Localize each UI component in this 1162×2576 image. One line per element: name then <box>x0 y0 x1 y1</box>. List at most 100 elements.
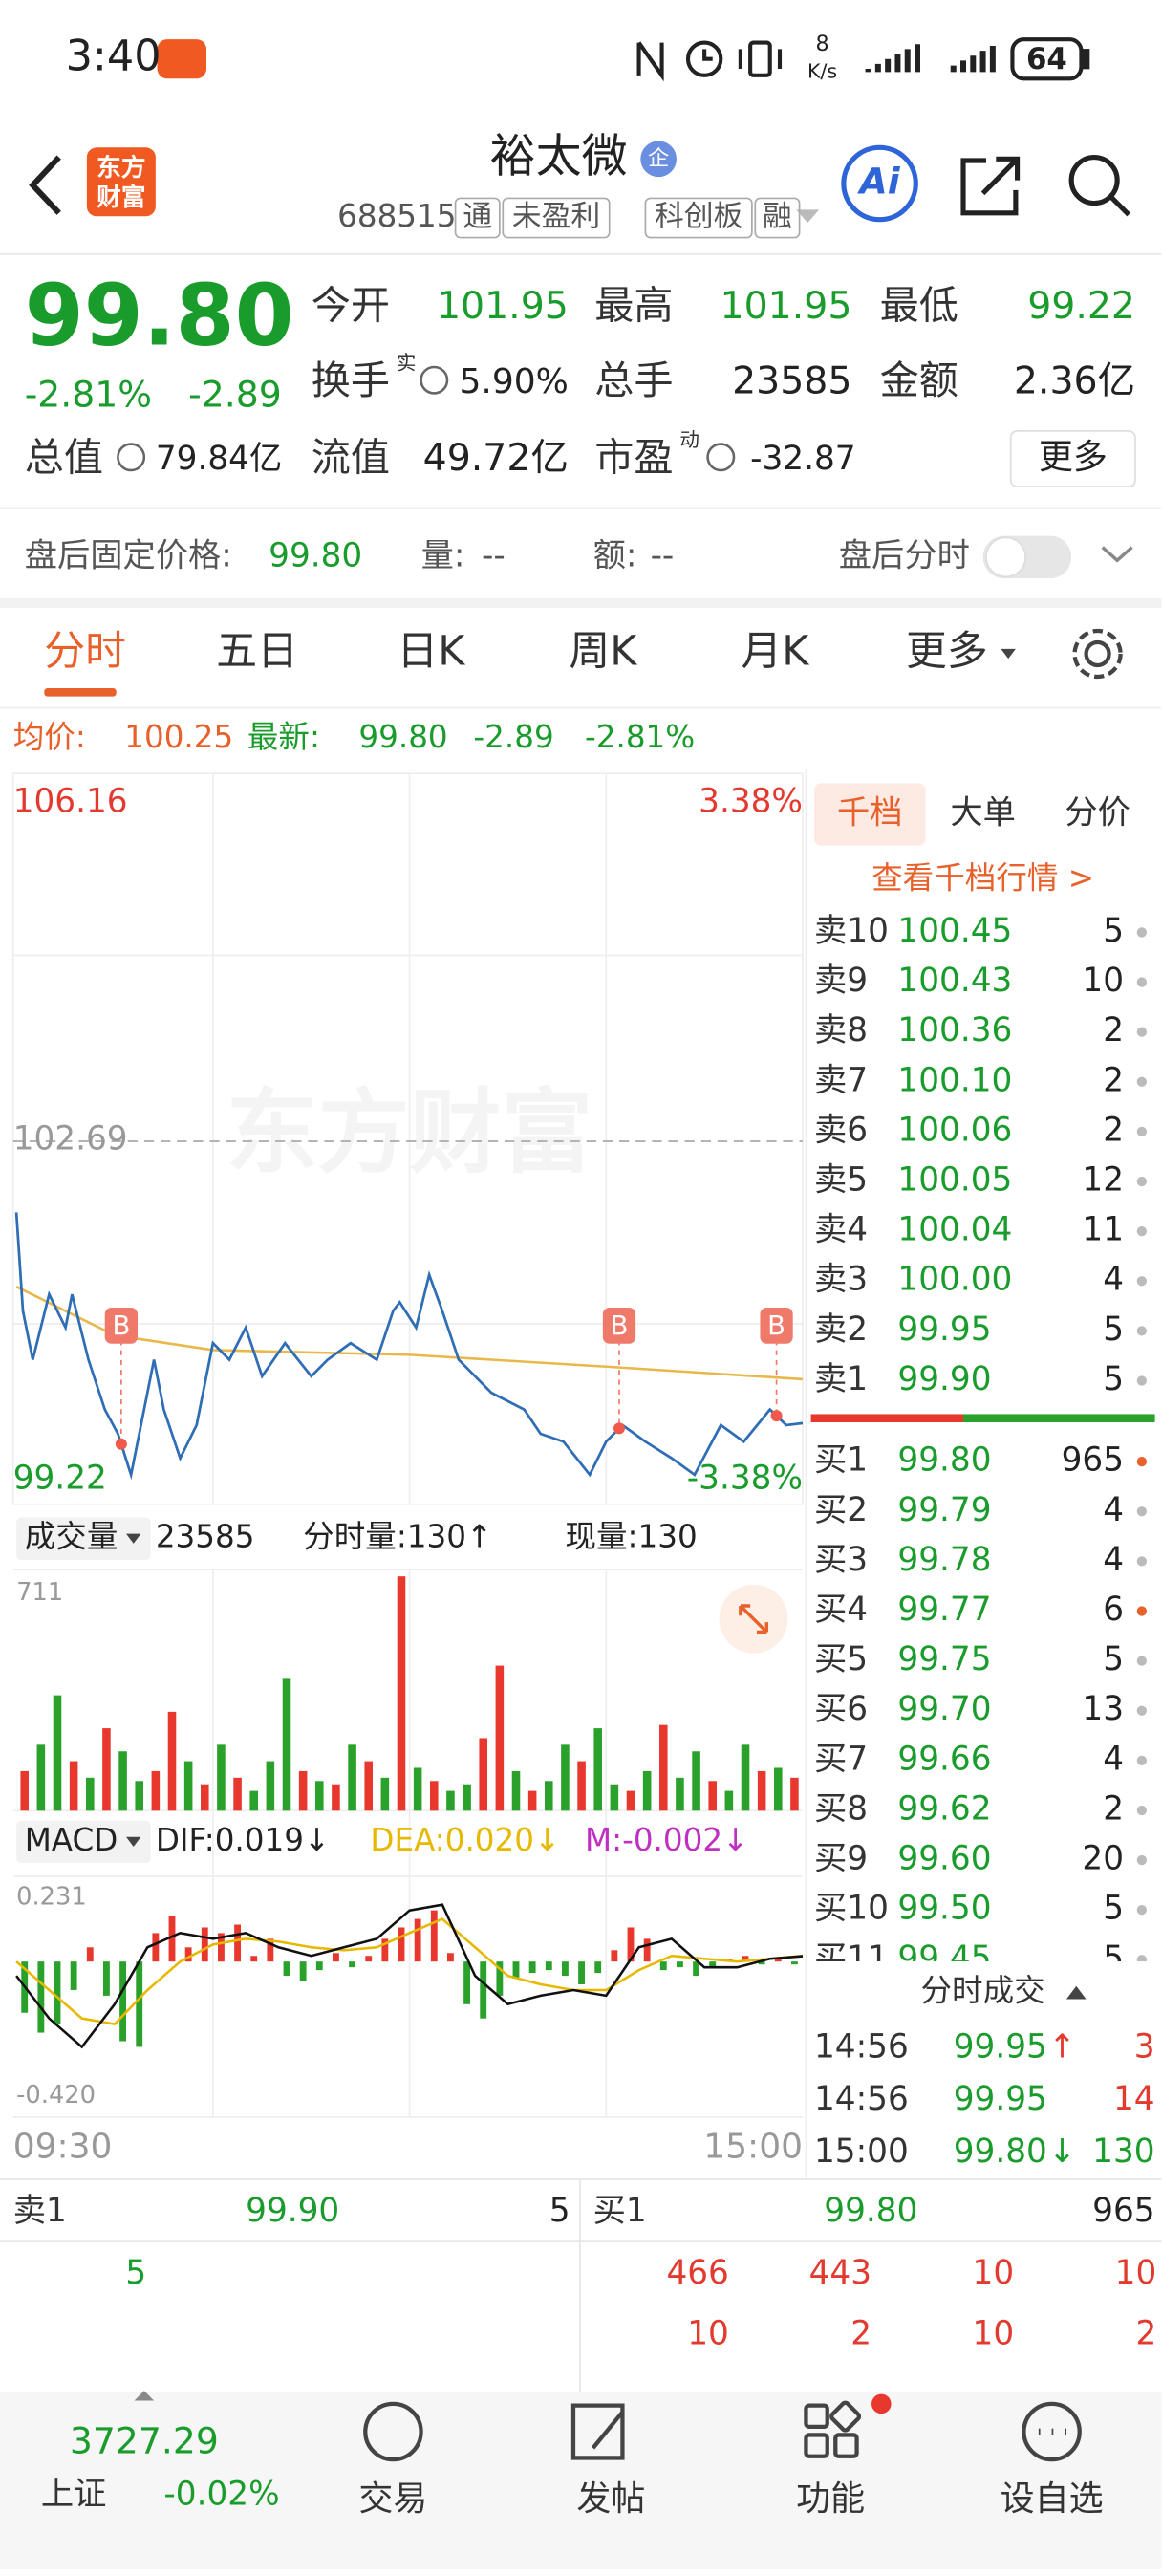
settings-button[interactable] <box>1072 628 1123 680</box>
tab[interactable]: 分时 <box>44 628 126 676</box>
after-hours-label: 盘后固定价格: <box>25 536 232 574</box>
level-volume: 11 <box>1082 1211 1124 1249</box>
more-text: 更多 <box>1039 438 1108 477</box>
y-label-low: 99.22 <box>13 1460 107 1498</box>
macd-bar <box>758 1961 765 1965</box>
marker-label: B <box>112 1311 130 1341</box>
back-button[interactable] <box>29 155 61 215</box>
expand-icon <box>739 1604 769 1634</box>
info-icon[interactable] <box>420 365 449 395</box>
trade-time: 15:00 <box>814 2132 909 2171</box>
info-icon[interactable] <box>117 443 146 472</box>
nav-item[interactable]: 设自选 <box>1001 2479 1104 2519</box>
macd-m: M:-0.002↓ <box>585 1822 748 1858</box>
orderbook-link[interactable]: 查看千档行情 > <box>872 860 1094 897</box>
volume-bar <box>135 1781 144 1811</box>
toggle-knob <box>985 536 1027 578</box>
level-dot <box>1136 1656 1148 1666</box>
y-label-high-pct: 3.38% <box>699 783 803 821</box>
trade-volume: 14 <box>1113 2080 1155 2118</box>
tab[interactable]: 更多 <box>906 628 988 676</box>
trade-price: 99.95 <box>954 2080 1047 2118</box>
share-button[interactable] <box>960 156 1021 216</box>
stat-label: 换手 <box>312 357 390 403</box>
stock-name: 裕太微 <box>490 129 628 183</box>
macd-bar <box>152 1933 160 1962</box>
trades-title[interactable]: 分时成交 <box>920 1973 1044 2009</box>
level-dot <box>1136 977 1148 987</box>
macd-bar <box>643 1938 651 1962</box>
orderbook-tab[interactable]: 分价 <box>1065 794 1130 833</box>
level-volume: 12 <box>1082 1161 1124 1200</box>
volume-bar <box>463 1784 471 1811</box>
y-label-pre-close: 102.69 <box>13 1120 128 1158</box>
level-price: 99.77 <box>897 1591 991 1629</box>
marker-box <box>602 1308 636 1344</box>
volume-bar <box>217 1744 226 1811</box>
ai-button[interactable] <box>841 144 918 223</box>
macd-bar <box>136 1961 143 2047</box>
tab[interactable]: 周K <box>569 628 637 676</box>
macd-bar <box>693 1961 700 1977</box>
level-dot <box>1136 1457 1148 1467</box>
info-icon[interactable] <box>706 443 736 472</box>
index-value: 3727.29 <box>70 2420 219 2462</box>
search-button[interactable] <box>1068 155 1130 217</box>
level-volume: 5 <box>1103 1890 1124 1928</box>
macd-bar <box>234 1924 242 1962</box>
volume-total: 23585 <box>156 1519 255 1555</box>
macd-bar <box>528 1961 536 1974</box>
macd-bar <box>414 1918 421 1962</box>
level-label: 卖5 <box>814 1161 868 1200</box>
level-volume: 2 <box>1103 1011 1124 1050</box>
tab[interactable]: 五日 <box>216 628 298 676</box>
level-dot <box>1136 1076 1148 1087</box>
orderbook-tab[interactable]: 大单 <box>950 794 1016 833</box>
queue-order: 466 <box>666 2254 728 2292</box>
collapse-arrow <box>1066 1985 1087 2000</box>
index-change: -0.02% <box>163 2475 279 2513</box>
level-price: 99.66 <box>897 1740 991 1778</box>
macd-bar <box>103 1961 110 1996</box>
change: -2.89 <box>188 373 282 415</box>
tag-expand[interactable] <box>796 209 820 224</box>
chevron[interactable] <box>1101 546 1133 563</box>
separator <box>0 597 1162 609</box>
after-hours-price: 99.80 <box>269 536 362 574</box>
orderbook-tab[interactable]: 千档 <box>837 794 903 833</box>
level-label: 卖10 <box>814 912 889 950</box>
volume-bar <box>413 1767 422 1811</box>
trades-header-bg <box>807 1961 1162 2021</box>
level-label: 买4 <box>814 1591 868 1629</box>
macd-selector[interactable] <box>16 1820 151 1864</box>
dea-line <box>15 1917 804 2026</box>
stat-value: 49.72亿 <box>423 436 569 480</box>
volume-bar <box>364 1761 374 1811</box>
level-volume: 20 <box>1082 1840 1124 1878</box>
level-label: 买11 <box>814 1939 889 1978</box>
level-label: 买5 <box>814 1640 868 1678</box>
nav-item[interactable]: 功能 <box>796 2479 865 2519</box>
volume-bar <box>167 1711 177 1811</box>
nav-item[interactable]: 发帖 <box>576 2479 645 2519</box>
level-dot <box>1136 1755 1148 1765</box>
more-button[interactable] <box>1009 430 1136 488</box>
macd-bar <box>677 1961 683 1968</box>
volume-selector[interactable] <box>16 1517 151 1561</box>
logo-text: 东方 <box>97 153 145 183</box>
tab[interactable]: 月K <box>741 628 809 676</box>
macd-dea: DEA:0.020↓ <box>370 1822 560 1858</box>
y-label-high: 106.16 <box>13 783 128 821</box>
level-volume: 6 <box>1103 1591 1124 1629</box>
nav-item[interactable]: 交易 <box>358 2479 427 2519</box>
macd-bar <box>430 1910 438 1962</box>
macd-bar <box>218 1933 225 1962</box>
level-volume: 2 <box>1103 1061 1124 1099</box>
volume-bar <box>642 1770 652 1811</box>
macd-bar <box>398 1927 405 1962</box>
level-label: 买7 <box>814 1740 868 1778</box>
tab[interactable]: 日K <box>397 628 465 676</box>
current-volume: 现量:130 <box>565 1519 697 1555</box>
stat-sup: 动 <box>679 428 699 451</box>
